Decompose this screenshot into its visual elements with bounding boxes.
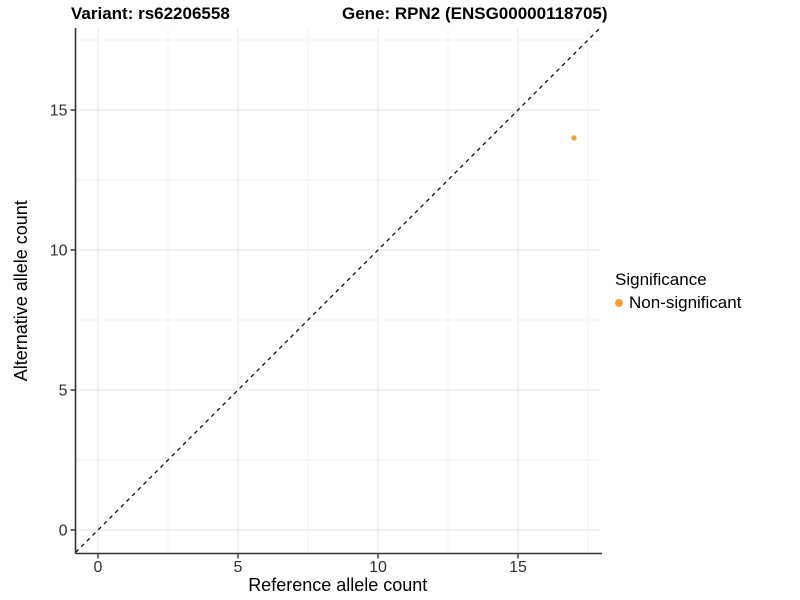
grid-minor [75, 28, 600, 554]
y-tick-labels: 0 5 10 15 [50, 103, 68, 540]
svg-text:5: 5 [234, 559, 243, 576]
svg-text:10: 10 [50, 243, 68, 260]
legend-title: Significance [615, 270, 707, 289]
data-point [571, 135, 577, 141]
variant-title: Variant: rs62206558 [71, 4, 230, 23]
axis-lines [74, 28, 602, 555]
svg-text:0: 0 [59, 523, 68, 540]
legend-item: Non-significant [615, 293, 741, 313]
tick-marks [70, 109, 519, 559]
grid-major [75, 28, 600, 554]
x-axis-title: Reference allele count [248, 575, 427, 595]
svg-text:10: 10 [369, 559, 387, 576]
legend: Significance Non-significant [615, 270, 741, 313]
svg-text:15: 15 [50, 103, 68, 120]
data-points [571, 135, 577, 141]
svg-text:15: 15 [509, 559, 527, 576]
svg-text:5: 5 [59, 383, 68, 400]
y-axis-title: Alternative allele count [11, 200, 31, 381]
legend-item-label: Non-significant [629, 293, 742, 312]
gene-title: Gene: RPN2 (ENSG00000118705) [342, 4, 608, 23]
x-tick-labels: 0 5 10 15 [94, 559, 527, 576]
svg-text:0: 0 [94, 559, 103, 576]
identity-line [75, 28, 600, 553]
legend-point-icon [615, 299, 623, 307]
